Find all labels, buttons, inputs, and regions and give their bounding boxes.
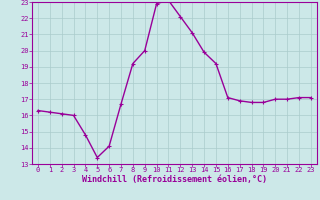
- X-axis label: Windchill (Refroidissement éolien,°C): Windchill (Refroidissement éolien,°C): [82, 175, 267, 184]
